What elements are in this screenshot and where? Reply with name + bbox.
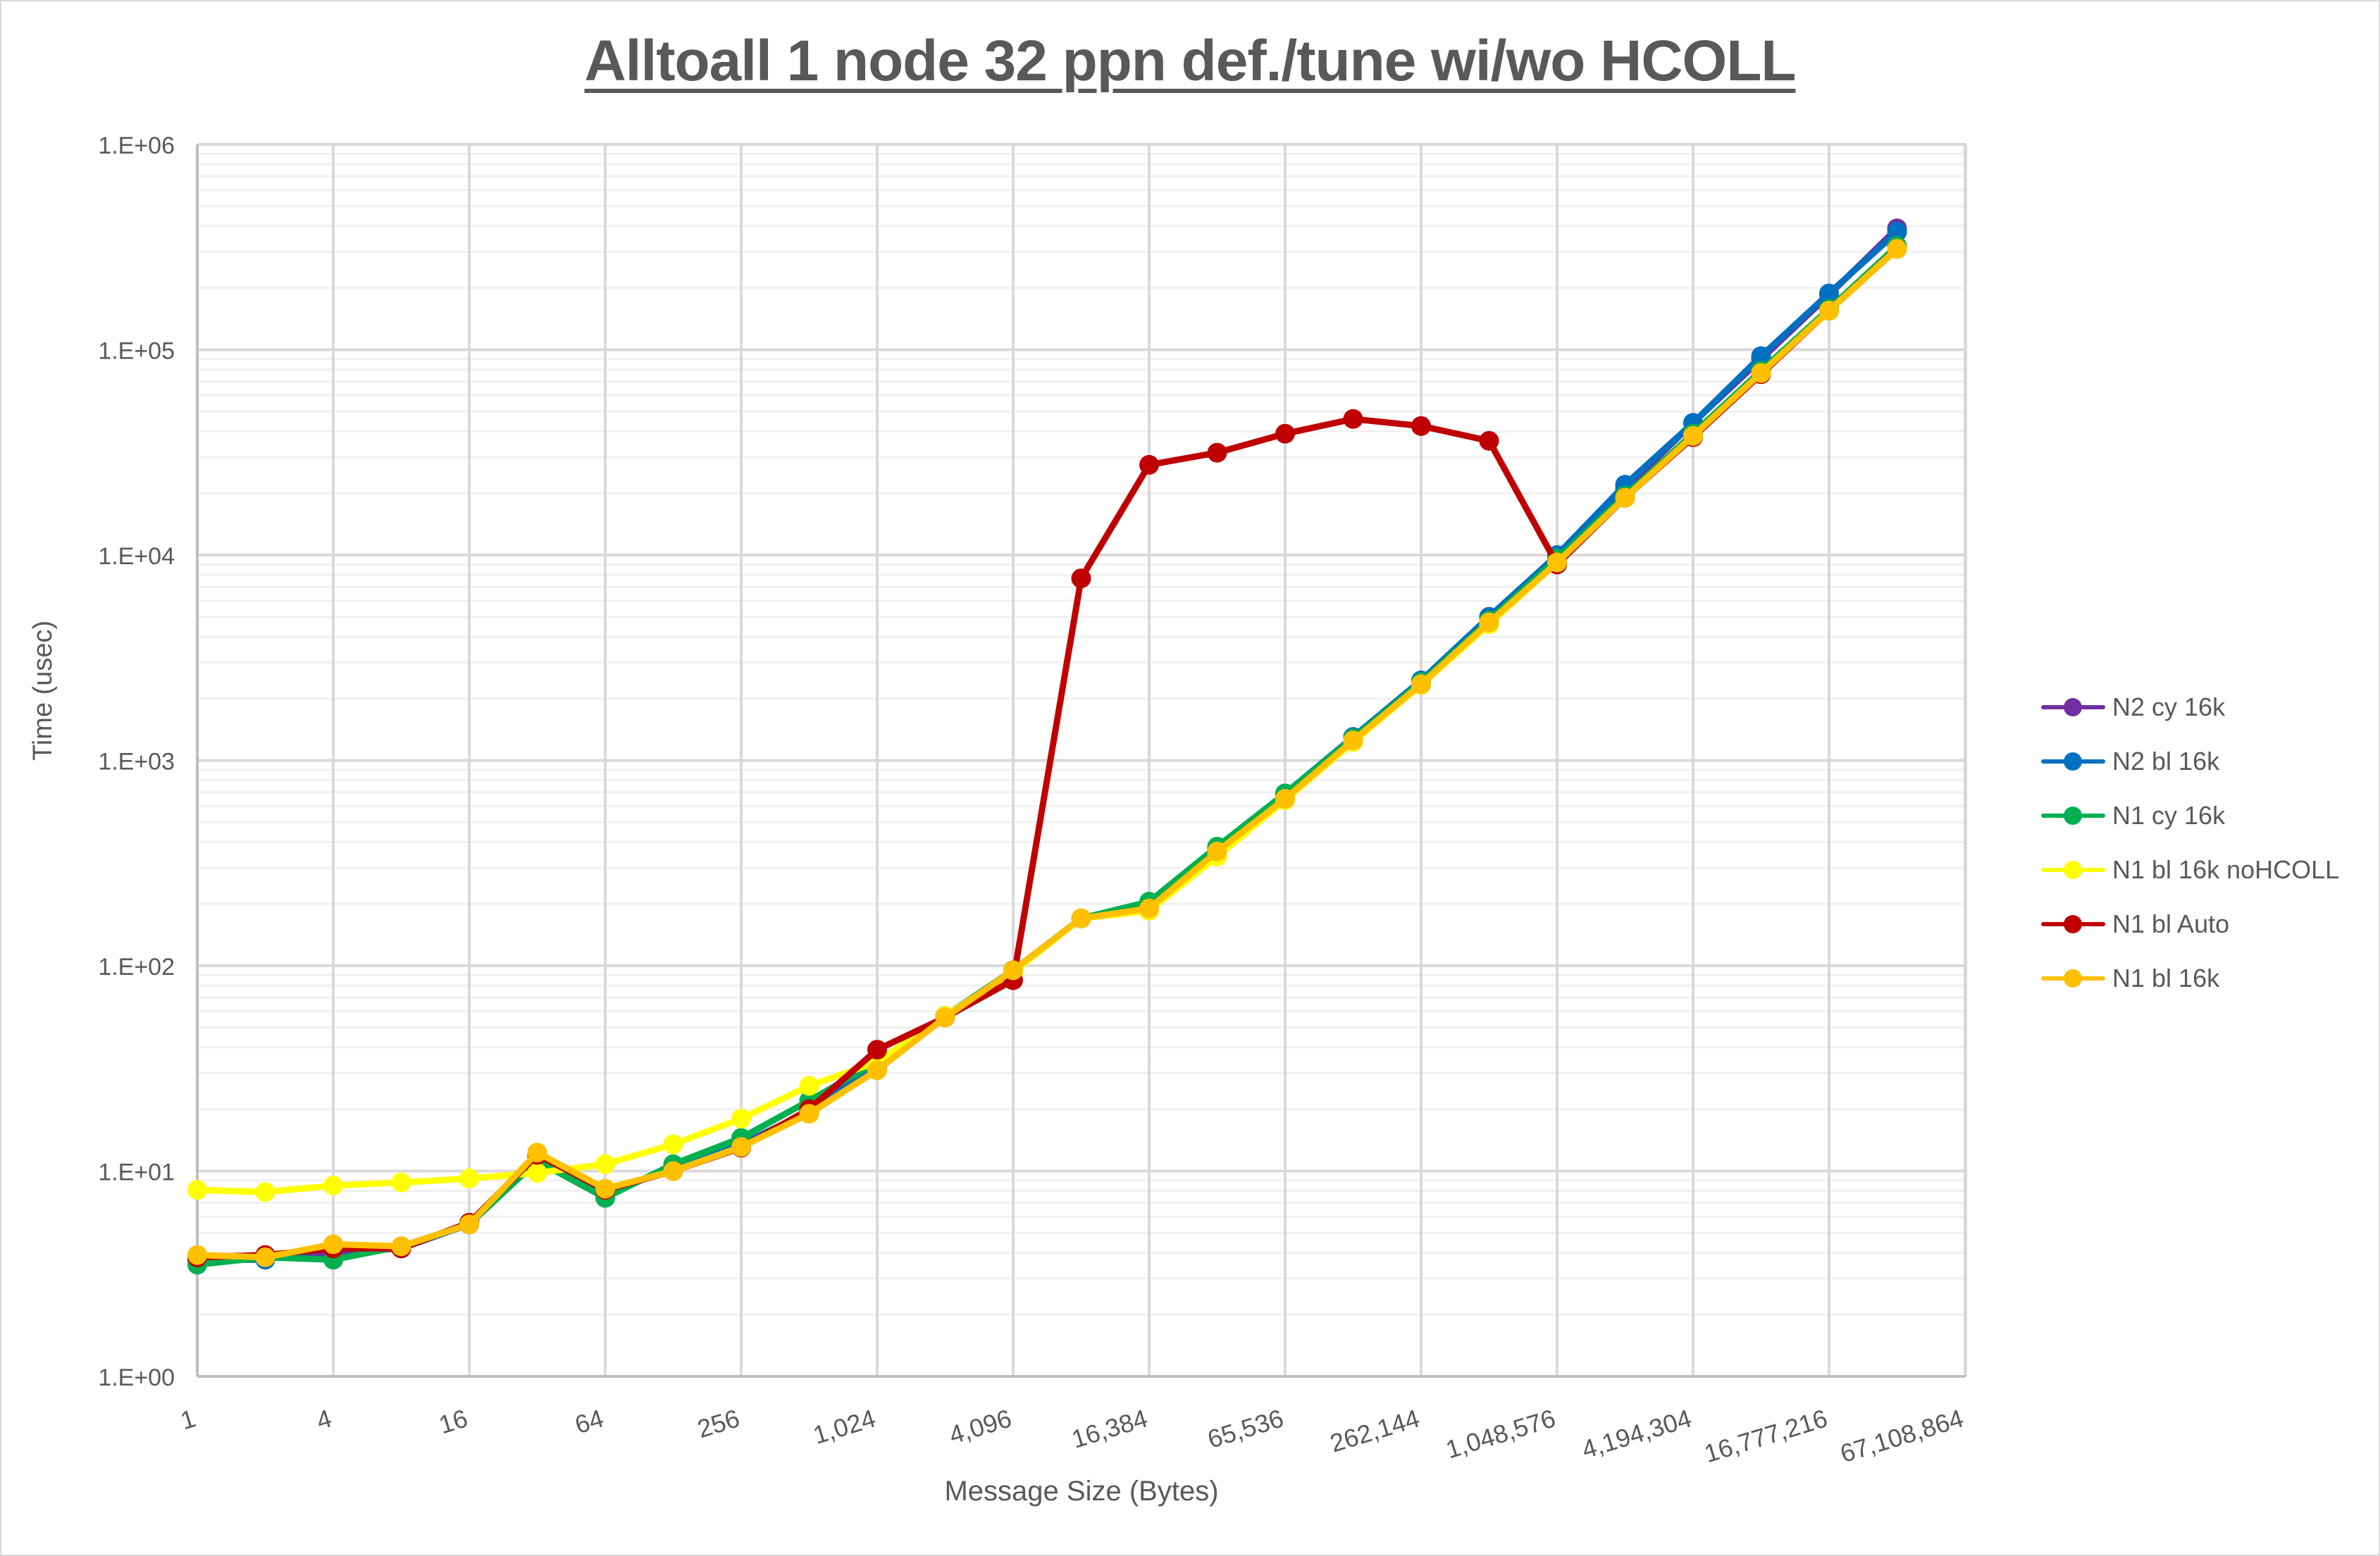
data-point[interactable] [663,1161,683,1181]
legend-item[interactable]: N2 cy 16k [2040,680,2339,734]
data-point[interactable] [1071,568,1091,589]
data-point[interactable] [255,1247,275,1267]
legend-label: N1 bl Auto [2112,909,2230,938]
data-point[interactable] [595,1154,615,1174]
data-point[interactable] [867,1040,887,1060]
chart-title: Alltoall 1 node 32 ppn def./tune wi/wo H… [584,29,1796,93]
x-tick-label: 256 [694,1403,743,1443]
legend-label: N2 bl 16k [2112,746,2220,776]
legend-item[interactable]: N1 cy 16k [2040,788,2339,842]
x-tick-label: 4 [313,1403,335,1435]
legend-label: N2 cy 16k [2112,692,2226,721]
series-n1-bl-auto [187,239,1907,1267]
series-n1-bl-16k [187,239,1907,1267]
data-point[interactable] [1819,283,1839,304]
data-point[interactable] [1275,423,1295,444]
y-axis-label: Time (usec) [28,620,58,761]
x-tick-label: 4,194,304 [1578,1403,1694,1464]
legend-marker-icon [2040,859,2107,880]
y-tick-label: 1.E+03 [98,749,175,776]
legend-item[interactable]: N2 bl 16k [2040,734,2339,788]
data-point[interactable] [799,1104,819,1124]
x-tick-label: 16,384 [1068,1403,1151,1453]
data-point[interactable] [731,1137,751,1157]
x-tick-label: 64 [571,1403,607,1439]
data-point[interactable] [391,1236,411,1257]
data-point[interactable] [323,1234,343,1255]
legend-item[interactable]: N1 bl Auto [2040,897,2339,951]
x-tick-label: 1,024 [810,1403,879,1450]
data-point[interactable] [1547,552,1567,573]
x-tick-label: 67,108,864 [1837,1403,1966,1468]
legend: N2 cy 16k N2 bl 16k N1 cy 16k N1 bl 16k … [2040,680,2339,1005]
data-point[interactable] [595,1178,615,1199]
data-point[interactable] [1207,442,1227,463]
x-tick-label: 16 [435,1403,471,1439]
data-point[interactable] [1071,908,1091,928]
data-point[interactable] [799,1076,819,1096]
data-point[interactable] [527,1143,547,1163]
data-point[interactable] [1411,674,1431,695]
legend-marker-icon [2040,805,2107,826]
series-n2-bl-16k [187,222,1907,1270]
data-point[interactable] [1343,730,1363,751]
data-point[interactable] [391,1172,411,1193]
data-point[interactable] [459,1214,479,1235]
data-point[interactable] [323,1176,343,1196]
data-point[interactable] [1751,363,1771,383]
data-point[interactable] [1275,789,1295,809]
x-tick-label: 4,096 [946,1403,1015,1450]
data-point[interactable] [1479,430,1499,451]
data-point[interactable] [1887,239,1907,259]
legend-marker-icon [2040,968,2107,989]
legend-label: N1 bl 16k noHCOLL [2112,854,2340,884]
legend-label: N1 cy 16k [2112,800,2226,830]
legend-item[interactable]: N1 bl 16k [2040,951,2339,1005]
legend-marker-icon [2040,751,2107,772]
data-point[interactable] [1207,841,1227,861]
y-tick-label: 1.E+04 [98,543,175,570]
data-point[interactable] [1003,960,1023,981]
legend-marker-icon [2040,697,2107,718]
data-point[interactable] [255,1182,275,1202]
data-point[interactable] [1411,416,1431,436]
x-tick-label: 1 [177,1403,199,1435]
data-point[interactable] [1139,454,1159,475]
data-point[interactable] [1343,409,1363,429]
series-n1-bl-16k-nohcoll [187,239,1907,1202]
data-point[interactable] [867,1060,887,1081]
y-tick-label: 1.E+01 [98,1159,175,1186]
data-point[interactable] [187,1180,207,1200]
data-point[interactable] [731,1109,751,1129]
x-axis-label: Message Size (Bytes) [944,1476,1219,1507]
legend-item[interactable]: N1 bl 16k noHCOLL [2040,842,2339,897]
data-point[interactable] [1139,898,1159,919]
y-tick-label: 1.E+05 [98,338,175,365]
data-point[interactable] [1887,222,1907,242]
y-tick-label: 1.E+06 [98,132,175,159]
data-point[interactable] [663,1134,683,1154]
x-tick-label: 65,536 [1204,1403,1287,1453]
y-tick-label: 1.E+00 [98,1364,175,1391]
x-tick-label: 1,048,576 [1442,1403,1558,1464]
data-point[interactable] [1751,346,1771,366]
series-n1-cy-16k [187,236,1907,1275]
data-point[interactable] [187,1245,207,1265]
data-point[interactable] [527,1163,547,1183]
x-tick-label: 262,144 [1327,1403,1423,1457]
data-point[interactable] [1615,487,1635,508]
legend-marker-icon [2040,914,2107,935]
data-point[interactable] [1479,612,1499,633]
data-point[interactable] [935,1007,955,1028]
y-tick-label: 1.E+02 [98,954,175,981]
x-tick-label: 16,777,216 [1701,1403,1830,1468]
data-point[interactable] [1683,425,1703,446]
data-point[interactable] [1819,301,1839,321]
legend-label: N1 bl 16k [2112,963,2220,992]
data-point[interactable] [459,1169,479,1189]
series-n2-cy-16k [187,218,1907,1270]
